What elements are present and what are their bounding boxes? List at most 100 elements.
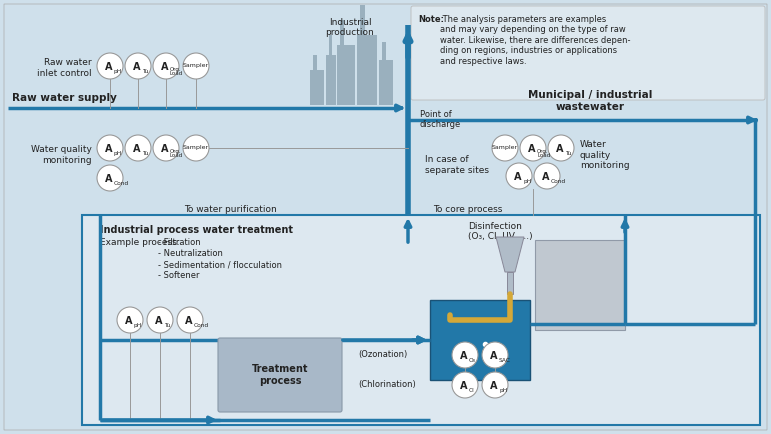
Circle shape xyxy=(117,307,143,333)
Text: Example process:: Example process: xyxy=(100,238,180,247)
Text: Sampler: Sampler xyxy=(183,145,209,151)
Bar xyxy=(329,35,332,55)
Text: pH: pH xyxy=(499,388,507,393)
Text: Org.: Org. xyxy=(170,67,182,72)
Text: Tu: Tu xyxy=(565,151,571,156)
Text: pH: pH xyxy=(114,151,123,156)
Text: Org.: Org. xyxy=(170,149,182,154)
Text: pH: pH xyxy=(523,179,531,184)
Circle shape xyxy=(452,342,478,368)
Text: Disinfection
(O₃, Cl, UV, ...): Disinfection (O₃, Cl, UV, ...) xyxy=(468,222,533,241)
FancyBboxPatch shape xyxy=(4,4,767,430)
Circle shape xyxy=(147,307,173,333)
Circle shape xyxy=(153,135,179,161)
Text: Tu: Tu xyxy=(142,151,148,156)
Bar xyxy=(507,272,513,294)
Circle shape xyxy=(125,53,151,79)
Text: Industrial process water treatment: Industrial process water treatment xyxy=(100,225,293,235)
Circle shape xyxy=(183,135,209,161)
Text: O₃: O₃ xyxy=(469,358,476,363)
Text: Org.: Org. xyxy=(537,149,549,154)
Text: Note:: Note: xyxy=(418,15,444,24)
Text: Load: Load xyxy=(170,153,183,158)
Text: A: A xyxy=(490,351,498,361)
Text: SAC: SAC xyxy=(499,358,511,363)
Text: Load: Load xyxy=(170,71,183,76)
Text: In case of
separate sites: In case of separate sites xyxy=(425,155,489,175)
Circle shape xyxy=(183,53,209,79)
Circle shape xyxy=(520,135,546,161)
Text: - Sedimentation / flocculation: - Sedimentation / flocculation xyxy=(158,260,282,269)
FancyBboxPatch shape xyxy=(218,338,342,412)
Text: Industrial
production: Industrial production xyxy=(325,18,375,37)
Bar xyxy=(357,35,377,105)
Text: A: A xyxy=(133,62,141,72)
Text: A: A xyxy=(556,144,564,154)
Text: Cond: Cond xyxy=(114,181,129,186)
Text: Cl: Cl xyxy=(469,388,475,393)
Bar xyxy=(313,55,317,70)
Bar xyxy=(382,42,386,60)
Text: pH: pH xyxy=(114,69,123,74)
Text: - Softener: - Softener xyxy=(158,271,200,280)
Circle shape xyxy=(482,372,508,398)
Circle shape xyxy=(482,342,508,368)
Text: Water
quality
monitoring: Water quality monitoring xyxy=(580,140,630,170)
Text: A: A xyxy=(106,144,113,154)
Circle shape xyxy=(506,163,532,189)
Circle shape xyxy=(548,135,574,161)
Bar xyxy=(337,45,355,105)
Bar xyxy=(379,60,393,105)
Text: A: A xyxy=(125,316,133,326)
Text: The analysis parameters are examples
and may vary depending on the type of raw
w: The analysis parameters are examples and… xyxy=(440,15,631,66)
Text: Water quality
monitoring: Water quality monitoring xyxy=(31,145,92,164)
Text: pH: pH xyxy=(134,323,143,328)
Text: Raw water supply: Raw water supply xyxy=(12,93,117,103)
Bar xyxy=(535,240,625,330)
Circle shape xyxy=(177,307,203,333)
Text: Cond: Cond xyxy=(551,179,566,184)
Text: A: A xyxy=(528,144,536,154)
Text: A: A xyxy=(460,381,468,391)
Circle shape xyxy=(153,53,179,79)
Text: A: A xyxy=(460,351,468,361)
Bar xyxy=(310,70,324,105)
Circle shape xyxy=(97,165,123,191)
Text: - Filtration: - Filtration xyxy=(158,238,200,247)
Text: To water purification: To water purification xyxy=(183,205,276,214)
Text: A: A xyxy=(185,316,193,326)
Text: Point of
discharge: Point of discharge xyxy=(420,110,461,129)
Text: Raw water
inlet control: Raw water inlet control xyxy=(37,58,92,78)
Text: A: A xyxy=(106,174,113,184)
Text: A: A xyxy=(106,62,113,72)
Text: Sampler: Sampler xyxy=(492,145,518,151)
Text: A: A xyxy=(161,144,169,154)
Bar xyxy=(360,5,365,35)
Text: Tu: Tu xyxy=(164,323,170,328)
FancyBboxPatch shape xyxy=(411,6,765,100)
Text: A: A xyxy=(133,144,141,154)
Text: Sampler: Sampler xyxy=(183,63,209,69)
Text: - Neutralization: - Neutralization xyxy=(158,249,223,258)
Text: A: A xyxy=(542,172,550,182)
Polygon shape xyxy=(496,237,524,272)
Text: Tu: Tu xyxy=(142,69,148,74)
Circle shape xyxy=(97,135,123,161)
Circle shape xyxy=(125,135,151,161)
Circle shape xyxy=(97,53,123,79)
Text: A: A xyxy=(155,316,163,326)
Text: Treatment
process: Treatment process xyxy=(252,364,308,386)
Text: A: A xyxy=(514,172,522,182)
Text: A: A xyxy=(161,62,169,72)
Circle shape xyxy=(534,163,560,189)
Circle shape xyxy=(492,135,518,161)
Text: (Ozonation): (Ozonation) xyxy=(358,351,407,359)
Bar xyxy=(430,300,530,380)
Text: Load: Load xyxy=(537,153,550,158)
Text: Cond: Cond xyxy=(194,323,209,328)
Bar xyxy=(340,20,344,45)
Text: A: A xyxy=(490,381,498,391)
Text: Municipal / industrial
wastewater: Municipal / industrial wastewater xyxy=(528,90,652,112)
FancyBboxPatch shape xyxy=(82,215,760,425)
Circle shape xyxy=(452,372,478,398)
